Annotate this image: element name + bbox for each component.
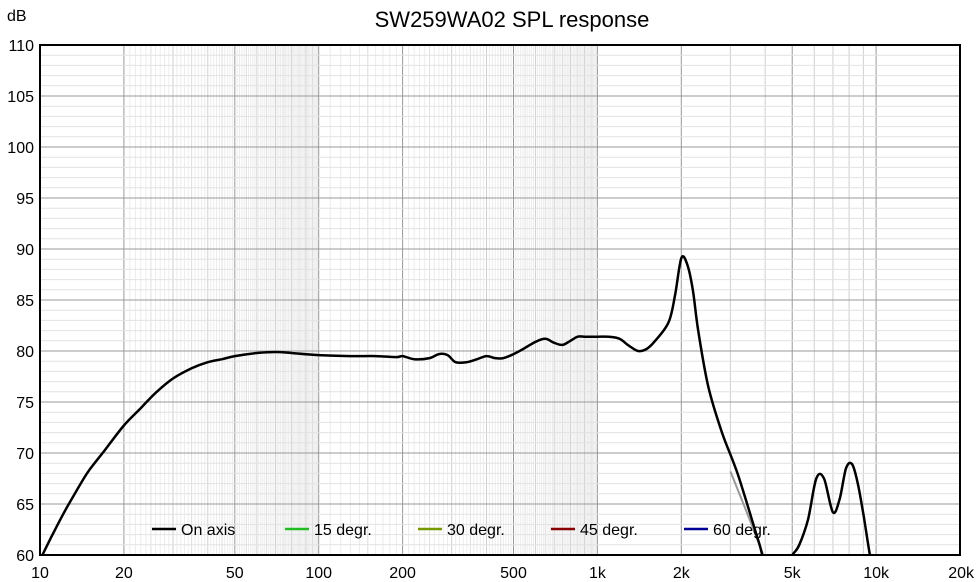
- y-tick-label: 100: [7, 140, 34, 157]
- x-tick-label: 10: [31, 565, 49, 582]
- x-tick-label: 1k: [589, 565, 607, 582]
- x-tick-label: 50: [226, 565, 244, 582]
- legend-label: 60 degr.: [713, 522, 771, 539]
- y-axis-label: dB: [7, 8, 27, 25]
- legend: On axis 15 degr. 30 degr. 45 degr. 60 degr.: [152, 522, 771, 539]
- series-line-0: [41, 255, 872, 555]
- x-tick-label: 20: [115, 565, 133, 582]
- y-tick-label: 90: [16, 242, 34, 259]
- x-tick-label: 200: [389, 565, 416, 582]
- x-tick-label: 500: [500, 565, 527, 582]
- legend-label: 45 degr.: [580, 522, 638, 539]
- y-tick-labels: 60 65 70 75 80 85 90 95 100 105 110: [7, 38, 34, 565]
- x-tick-label: 20k: [948, 565, 975, 582]
- x-tick-label: 10k: [863, 565, 890, 582]
- legend-label: 30 degr.: [447, 522, 505, 539]
- y-tick-label: 75: [16, 395, 34, 412]
- y-tick-label: 110: [8, 38, 34, 55]
- grid: [40, 45, 960, 555]
- legend-label: 15 degr.: [314, 522, 372, 539]
- y-tick-label: 105: [7, 89, 34, 106]
- x-tick-label: 100: [305, 565, 332, 582]
- plot-frame: [39, 44, 961, 556]
- x-tick-label: 2k: [673, 565, 691, 582]
- y-tick-label: 95: [16, 191, 34, 208]
- y-tick-label: 80: [16, 344, 34, 361]
- y-tick-label: 60: [16, 548, 34, 565]
- x-tick-labels: 10 20 50 100 200 500 1k 2k 5k 10k 20k: [31, 565, 975, 582]
- traces: [41, 255, 872, 555]
- legend-label: On axis: [181, 522, 235, 539]
- x-tick-label: 5k: [784, 565, 802, 582]
- chart-title: SW259WA02 SPL response: [375, 7, 650, 32]
- y-tick-label: 70: [16, 446, 34, 463]
- y-tick-label: 85: [16, 293, 34, 310]
- y-tick-label: 65: [16, 497, 34, 514]
